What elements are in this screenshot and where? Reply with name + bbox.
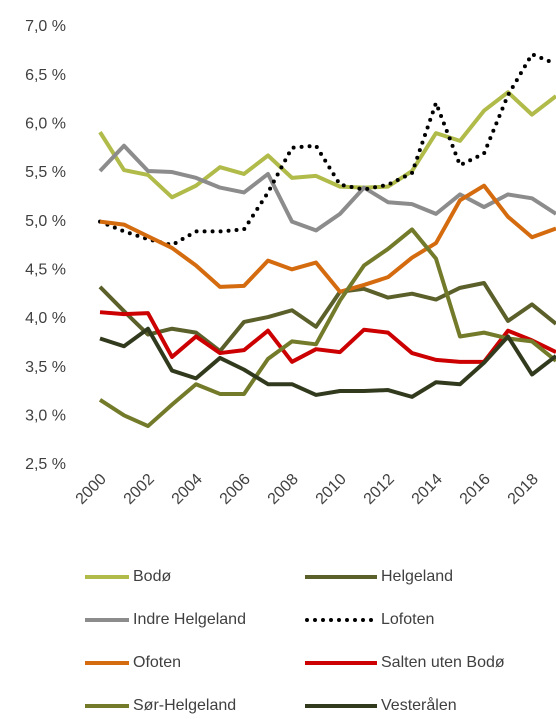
x-tick-label: 2004 (169, 471, 206, 508)
series-line (98, 143, 556, 233)
y-tick-label: 4,5 % (25, 262, 66, 279)
legend-label: Ofoten (133, 654, 181, 671)
x-tick-label: 2000 (73, 471, 110, 508)
legend-label: Salten uten Bodø (381, 654, 505, 671)
series-line (98, 227, 556, 429)
y-tick-label: 4,0 % (25, 310, 66, 327)
y-tick-label: 3,0 % (25, 408, 66, 425)
y-tick-label: 6,5 % (25, 67, 66, 84)
y-tick-label: 3,5 % (25, 359, 66, 376)
legend-label: Vesterålen (381, 696, 457, 714)
x-tick-label: 2016 (457, 471, 494, 508)
legend-label: Helgeland (381, 568, 453, 585)
x-tick-label: 2012 (361, 471, 398, 508)
y-tick-label: 6,0 % (25, 116, 66, 133)
x-tick-label: 2010 (313, 471, 350, 508)
x-tick-label: 2014 (409, 471, 446, 508)
y-tick-label: 5,5 % (25, 164, 66, 181)
x-tick-label: 2006 (217, 471, 254, 508)
x-tick-label: 2008 (265, 471, 302, 508)
series-line (98, 90, 556, 200)
y-tick-label: 7,0 % (25, 18, 66, 35)
series-line (98, 280, 556, 354)
series-line (99, 183, 556, 294)
legend-label: Indre Helgeland (133, 611, 246, 628)
legend-label: Lofoten (381, 611, 434, 628)
x-tick-label: 2002 (121, 471, 158, 508)
series-line (98, 52, 556, 248)
y-tick-label: 2,5 % (25, 456, 66, 473)
legend-label: Bodø (133, 568, 171, 585)
series-line (99, 326, 556, 399)
x-tick-label: 2018 (505, 471, 542, 508)
legend-label: Sør-Helgeland (133, 697, 236, 714)
y-tick-label: 5,0 % (25, 213, 66, 230)
series-line (99, 310, 556, 364)
